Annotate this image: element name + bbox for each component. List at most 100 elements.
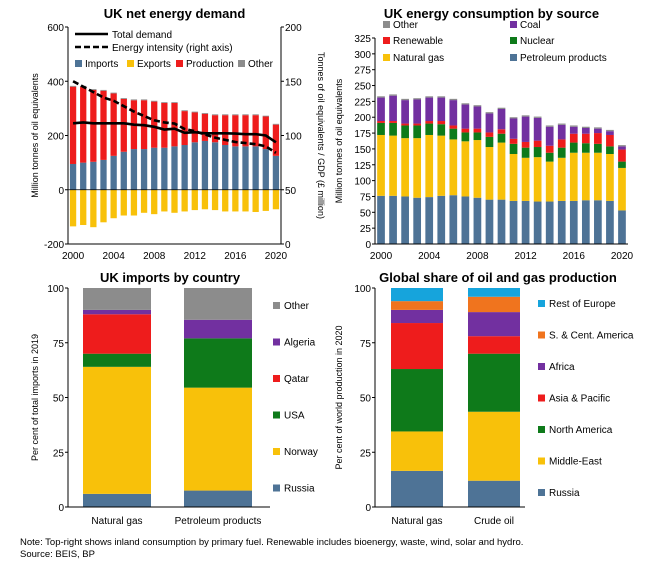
demand-bar-imports: [242, 146, 249, 190]
demand-bar-production: [151, 101, 158, 148]
consumption-bar-natural-gas: [533, 157, 542, 202]
consumption-bar-petroleum-products: [581, 200, 590, 244]
imports-bar-norway: [83, 366, 151, 494]
demand-bar-imports: [171, 146, 178, 190]
legend-label-exports: Exports: [137, 59, 171, 70]
demand-bar-other: [161, 102, 168, 103]
consumption-bar-nuclear: [545, 152, 554, 162]
consumption-bar-renewable: [389, 121, 397, 123]
consumption-bar-petroleum-products: [377, 195, 385, 244]
footnote-note: Note: Top-right shows inland consumption…: [20, 537, 524, 548]
consumption-bar-renewable: [521, 141, 530, 148]
imports-bar-other: [184, 288, 252, 320]
consumption-bar-nuclear: [437, 124, 446, 136]
consumption-bar-other: [533, 116, 542, 118]
consumption-bar-renewable: [377, 121, 385, 123]
global-ytick-label: 75: [360, 339, 372, 350]
consumption-bar-renewable: [497, 129, 506, 134]
consumption-bar-petroleum-products: [594, 200, 602, 244]
legend-label-other: Other: [248, 59, 274, 70]
legend-label-nuclear: Nuclear: [520, 36, 555, 47]
consumption-bar-coal: [533, 117, 542, 141]
consumption-bar-other: [581, 126, 590, 129]
consumption-bar-nuclear: [594, 143, 602, 153]
consumption-bar-nuclear: [581, 143, 590, 153]
consumption-bar-coal: [425, 97, 434, 122]
consumption-bar-other: [425, 96, 434, 98]
demand-bar-other: [201, 112, 209, 114]
global-bar-rest-of-europe: [468, 288, 520, 297]
legend-label-natural-gas: Natural gas: [393, 53, 444, 64]
consumption-bar-renewable: [473, 128, 482, 133]
legend-swatch-coal: [510, 21, 517, 28]
legend-swatch-north-america: [538, 426, 545, 433]
consumption-bar-coal: [521, 116, 530, 142]
demand-bar-imports: [151, 147, 158, 190]
consumption-ytick-label: 25: [360, 224, 372, 235]
consumption-bar-petroleum-products: [425, 197, 434, 244]
consumption-bar-nuclear: [521, 147, 530, 158]
consumption-bar-renewable: [413, 123, 422, 126]
demand-bar-other: [232, 114, 239, 116]
consumption-bar-other: [449, 98, 458, 101]
global-ytick-label: 25: [360, 448, 372, 459]
demand-bar-imports: [140, 149, 148, 190]
legend-label-s-cent-america: S. & Cent. America: [549, 331, 634, 342]
legend-swatch-imports: [75, 60, 82, 67]
legend-swatch-s-cent-america: [538, 331, 545, 339]
consumption-bar-other: [377, 96, 385, 98]
consumption-bar-natural-gas: [497, 142, 506, 200]
demand-bar-other: [140, 99, 148, 101]
consumption-bar-petroleum-products: [497, 199, 506, 244]
consumption-bar-petroleum-products: [401, 196, 409, 244]
demand-bar-exports: [80, 189, 87, 226]
demand-bar-imports: [100, 159, 107, 190]
consumption-bar-natural-gas: [413, 138, 422, 198]
demand-bar-other: [69, 85, 77, 87]
demand-title: UK net energy demand: [104, 6, 246, 21]
consumption-bar-natural-gas: [473, 140, 482, 198]
chart-canvas: UK net energy demand-2000200400600050100…: [30, 6, 634, 527]
demand-bar-exports: [130, 189, 138, 216]
consumption-bar-renewable: [437, 121, 446, 125]
legend-swatch-renewable: [383, 37, 390, 44]
demand-bar-imports: [232, 146, 239, 190]
imports-bar-algeria: [83, 309, 151, 315]
consumption-bar-petroleum-products: [509, 200, 518, 244]
imports-category-label: Petroleum products: [175, 516, 262, 527]
demand-ytick-label: 400: [47, 77, 64, 88]
demand-bar-other: [181, 110, 188, 112]
demand-y2tick-label: 200: [285, 23, 302, 34]
demand-bar-exports: [140, 189, 148, 213]
consumption-ytick-label: 200: [354, 113, 371, 124]
imports-bar-algeria: [184, 319, 252, 339]
consumption-bar-renewable: [557, 139, 566, 148]
consumption-xtick-label: 2012: [514, 251, 537, 262]
consumption-bar-natural-gas: [606, 153, 614, 201]
demand-bar-other: [120, 98, 127, 99]
global-category-label: Crude oil: [474, 516, 514, 527]
demand-bar-production: [272, 124, 280, 156]
legend-label-russia: Russia: [284, 484, 315, 495]
demand-bar-exports: [211, 189, 219, 211]
imports-title: UK imports by country: [100, 270, 241, 285]
consumption-bar-coal: [449, 100, 458, 126]
demand-bar-imports: [130, 149, 138, 190]
imports-bar-other: [83, 288, 151, 310]
consumption-bar-coal: [545, 126, 554, 146]
consumption-ytick-label: 275: [354, 66, 371, 77]
demand-bar-other: [90, 89, 97, 90]
demand-bar-production: [191, 112, 198, 143]
demand-bar-exports: [252, 189, 259, 212]
demand-xtick-label: 2020: [265, 251, 288, 262]
consumption-bar-coal: [485, 113, 494, 133]
legend-label-qatar: Qatar: [284, 374, 310, 385]
legend-swatch-other: [238, 60, 245, 67]
demand-bar-other: [272, 123, 280, 125]
consumption-bar-petroleum-products: [533, 201, 542, 244]
consumption-bar-renewable: [618, 149, 626, 162]
demand-bar-exports: [69, 189, 77, 227]
demand-bar-exports: [222, 189, 229, 212]
global-ytick-label: 100: [354, 284, 371, 295]
legend-swatch-asia-pacific: [538, 394, 545, 402]
